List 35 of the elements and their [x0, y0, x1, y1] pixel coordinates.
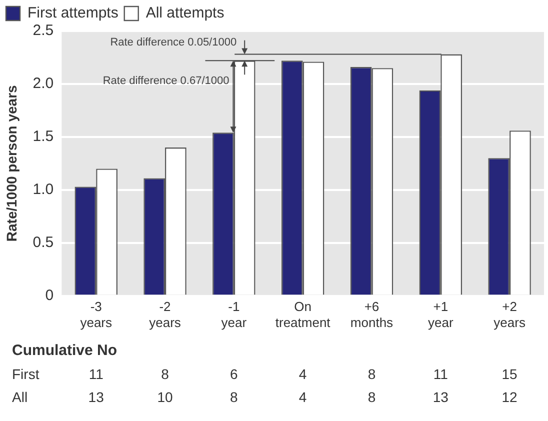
y-tick-label: 2.0 — [32, 75, 54, 92]
legend-label: First attempts — [28, 4, 118, 22]
y-tick-label: 2.5 — [32, 22, 54, 40]
text: 8 — [368, 366, 376, 382]
x-tick-label: +1 year — [428, 299, 454, 330]
text: 11 — [433, 366, 448, 382]
annotation: Rate difference 0.05/1000 — [110, 36, 237, 48]
text: 6 — [230, 366, 238, 382]
y-tick-label: 1.0 — [32, 181, 54, 198]
text: 8 — [230, 389, 238, 405]
y-axis-title: Rate/1000 person years — [3, 84, 20, 242]
text: All — [12, 389, 28, 405]
x-tick-label: -1 year — [221, 299, 248, 330]
text: 13 — [88, 389, 104, 405]
x-tick-label: -3 years — [80, 299, 112, 330]
text: 15 — [502, 366, 518, 382]
x-tick-label: On treatment — [275, 299, 331, 330]
y-tick-label: 0 — [45, 286, 54, 304]
text: 8 — [161, 366, 169, 382]
text: 4 — [298, 366, 307, 382]
legend-label: All attempts — [146, 4, 224, 22]
text: 11 — [88, 366, 104, 382]
text: Cumulative No — [12, 342, 118, 359]
x-tick-label: +6 months — [350, 299, 394, 330]
text: 10 — [157, 389, 173, 405]
x-tick-label: +2 years — [494, 299, 526, 330]
text: 4 — [298, 389, 307, 405]
x-tick-label: -2 years — [149, 299, 182, 330]
annotation: Rate difference 0.67/1000 — [102, 74, 230, 87]
text: 8 — [368, 389, 376, 405]
y-tick-label: 1.5 — [32, 128, 54, 146]
text: First — [12, 366, 40, 382]
text: 12 — [502, 389, 518, 405]
y-tick-label: 0.5 — [32, 234, 54, 251]
text: 13 — [432, 389, 448, 405]
